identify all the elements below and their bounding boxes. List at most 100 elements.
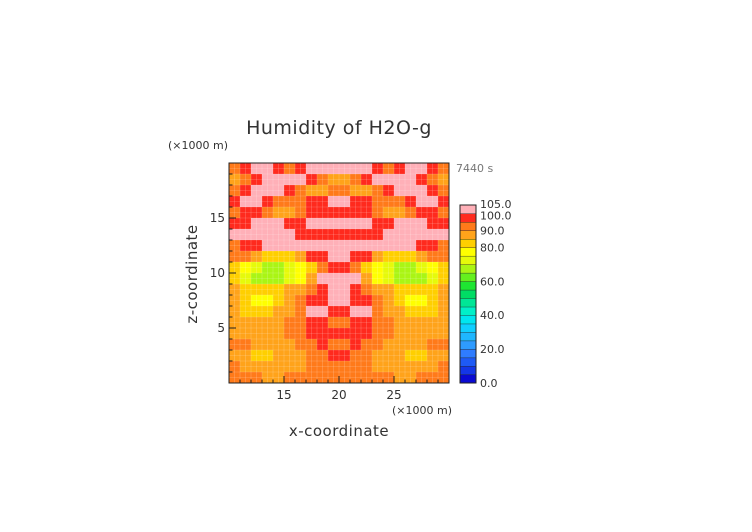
- field-cell: [295, 372, 307, 384]
- colorbar-band: [459, 238, 477, 248]
- colorbar-band: [459, 281, 477, 291]
- colorbar-band: [459, 340, 477, 350]
- field-cell: [229, 361, 241, 373]
- field-cell: [361, 361, 373, 373]
- field-cell: [240, 262, 252, 274]
- x-axis-unit: (×1000 m): [392, 404, 452, 417]
- field-cell: [405, 262, 417, 274]
- field-cell: [306, 372, 318, 384]
- field-cell: [284, 262, 296, 274]
- field-cell: [262, 251, 274, 263]
- field-cell: [427, 306, 439, 318]
- field-cell: [295, 262, 307, 274]
- field-cell: [240, 372, 252, 384]
- field-cell: [251, 372, 263, 384]
- field-cell: [317, 295, 329, 307]
- field-cell: [427, 284, 439, 296]
- field-cell: [273, 372, 285, 384]
- field-cell: [328, 339, 340, 351]
- field-cell: [361, 317, 373, 329]
- field-cell: [361, 328, 373, 340]
- field-cell: [229, 262, 241, 274]
- field-cell: [262, 350, 274, 362]
- colorbar-band: [459, 306, 477, 316]
- field-cell: [273, 350, 285, 362]
- field-cell: [427, 229, 439, 241]
- field-cell: [284, 350, 296, 362]
- field-cell: [339, 339, 351, 351]
- field-cell: [339, 350, 351, 362]
- field-cell: [438, 185, 450, 197]
- field-cell: [339, 163, 351, 175]
- field-cell: [273, 317, 285, 329]
- field-cell: [438, 339, 450, 351]
- field-cell: [306, 196, 318, 208]
- field-cell: [317, 185, 329, 197]
- field-cell: [416, 262, 428, 274]
- field-cell: [350, 339, 362, 351]
- field-cell: [427, 328, 439, 340]
- field-cell: [405, 328, 417, 340]
- field-cell: [284, 284, 296, 296]
- colorbar-band: [459, 289, 477, 299]
- field-cell: [339, 306, 351, 318]
- field-cell: [262, 262, 274, 274]
- field-cell: [427, 207, 439, 219]
- colorbar-band: [459, 331, 477, 342]
- field-cell: [416, 174, 428, 186]
- field-cell: [273, 207, 285, 219]
- colorbar-band: [459, 323, 477, 333]
- field-cell: [295, 284, 307, 296]
- field-cell: [383, 284, 395, 296]
- field-cell: [328, 372, 340, 384]
- field-cell: [240, 218, 252, 230]
- field-cell: [317, 317, 329, 329]
- field-cell: [306, 207, 318, 219]
- field-cell: [372, 163, 384, 175]
- field-cell: [306, 273, 318, 285]
- field-cell: [394, 262, 406, 274]
- field-cell: [273, 284, 285, 296]
- field-cell: [328, 317, 340, 329]
- y-axis-unit: (×1000 m): [168, 139, 228, 152]
- field-cell: [383, 361, 395, 373]
- field-cell: [262, 328, 274, 340]
- field-cell: [339, 185, 351, 197]
- field-cell: [284, 372, 296, 384]
- humidity-field: [229, 163, 450, 384]
- field-cell: [427, 174, 439, 186]
- colorbar-band: [459, 365, 477, 376]
- field-cell: [405, 207, 417, 219]
- field-cell: [416, 339, 428, 351]
- field-cell: [328, 273, 340, 285]
- field-cell: [306, 251, 318, 263]
- field-cell: [394, 207, 406, 219]
- field-cell: [372, 295, 384, 307]
- field-cell: [383, 174, 395, 186]
- field-cell: [361, 196, 373, 208]
- field-cell: [416, 196, 428, 208]
- field-cell: [416, 372, 428, 384]
- field-cell: [306, 284, 318, 296]
- field-cell: [284, 361, 296, 373]
- field-cell: [361, 174, 373, 186]
- field-cell: [317, 361, 329, 373]
- field-cell: [262, 185, 274, 197]
- field-cell: [427, 350, 439, 362]
- field-cell: [372, 372, 384, 384]
- field-cell: [438, 240, 450, 252]
- field-cell: [350, 361, 362, 373]
- field-cell: [273, 218, 285, 230]
- field-cell: [240, 284, 252, 296]
- field-cell: [251, 361, 263, 373]
- field-cell: [383, 262, 395, 274]
- field-cell: [383, 306, 395, 318]
- field-cell: [262, 218, 274, 230]
- field-cell: [350, 372, 362, 384]
- field-cell: [251, 185, 263, 197]
- field-cell: [383, 372, 395, 384]
- y-tick-label: 15: [210, 211, 225, 225]
- field-cell: [273, 174, 285, 186]
- field-cell: [306, 339, 318, 351]
